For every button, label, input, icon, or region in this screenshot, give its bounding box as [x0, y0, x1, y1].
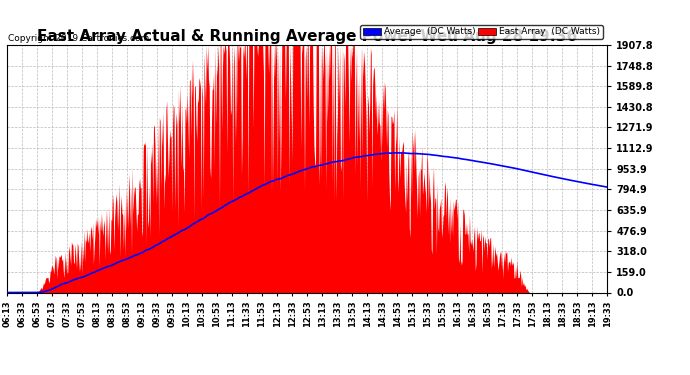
Legend: Average  (DC Watts), East Array  (DC Watts): Average (DC Watts), East Array (DC Watts…: [360, 25, 602, 39]
Title: East Array Actual & Running Average Power Wed Aug 28 19:36: East Array Actual & Running Average Powe…: [37, 29, 577, 44]
Text: Copyright 2019 Cartronics.com: Copyright 2019 Cartronics.com: [8, 33, 149, 42]
